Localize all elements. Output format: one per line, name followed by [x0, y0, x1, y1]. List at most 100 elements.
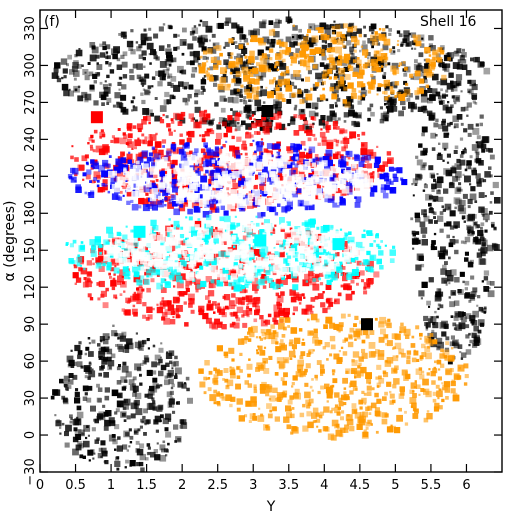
data-point — [73, 427, 78, 432]
data-point — [241, 47, 248, 54]
data-point — [334, 392, 340, 398]
data-point — [325, 284, 332, 290]
data-point — [410, 343, 416, 348]
data-point — [220, 174, 223, 177]
data-point — [486, 280, 491, 285]
data-point — [272, 79, 276, 83]
data-point — [452, 340, 458, 346]
data-point — [97, 187, 104, 193]
data-point — [187, 208, 193, 215]
data-point — [382, 370, 387, 374]
data-point — [216, 124, 221, 129]
data-point — [355, 241, 363, 249]
data-point — [275, 279, 281, 285]
region-orange-upper — [198, 23, 451, 108]
data-point — [250, 134, 254, 138]
data-point — [142, 204, 150, 212]
data-point — [147, 314, 153, 320]
data-point — [272, 158, 282, 167]
data-point — [213, 64, 219, 70]
data-point — [390, 65, 397, 72]
data-point — [250, 396, 257, 403]
data-point — [428, 305, 431, 308]
data-point — [164, 197, 168, 201]
data-point — [141, 50, 147, 56]
data-point — [154, 153, 161, 161]
data-point — [213, 389, 218, 394]
data-point — [450, 269, 457, 276]
data-point — [84, 375, 88, 379]
data-point — [139, 453, 146, 461]
data-point — [107, 267, 111, 270]
data-point — [148, 402, 156, 410]
data-point — [218, 251, 225, 258]
data-point — [359, 270, 365, 276]
data-point — [161, 139, 167, 144]
data-point — [454, 277, 460, 283]
data-point — [212, 301, 217, 306]
data-point — [196, 262, 202, 268]
data-point — [339, 196, 344, 201]
data-point — [284, 50, 290, 56]
data-point — [215, 208, 220, 213]
data-point — [240, 55, 244, 58]
data-point — [121, 386, 126, 391]
data-point — [416, 384, 421, 389]
data-point — [154, 454, 161, 461]
data-point — [452, 342, 456, 346]
data-point — [150, 49, 156, 56]
data-point — [223, 59, 229, 65]
data-point — [253, 28, 260, 36]
data-point — [240, 153, 243, 156]
data-point — [288, 350, 296, 358]
data-point — [155, 132, 158, 136]
data-point — [89, 144, 93, 148]
data-point — [190, 183, 196, 190]
data-point — [441, 52, 444, 55]
data-point — [87, 62, 91, 65]
data-point — [171, 367, 174, 370]
data-point — [170, 224, 174, 228]
data-point — [471, 322, 475, 325]
data-point — [254, 56, 259, 60]
data-point — [382, 334, 389, 340]
data-point — [286, 99, 292, 104]
data-point — [242, 194, 249, 202]
data-point — [443, 147, 447, 151]
data-point — [484, 289, 487, 292]
data-point — [97, 343, 101, 347]
data-point — [152, 151, 160, 159]
data-point — [140, 362, 144, 366]
data-point — [447, 52, 450, 55]
data-point — [419, 337, 422, 340]
data-point — [247, 383, 253, 388]
data-point — [270, 38, 276, 44]
data-point — [267, 251, 272, 256]
data-point — [350, 240, 354, 244]
data-point — [98, 351, 105, 358]
data-point — [273, 21, 280, 29]
data-point — [272, 406, 277, 412]
data-point — [195, 230, 199, 234]
data-point — [393, 346, 396, 350]
data-point — [428, 208, 434, 214]
data-point — [244, 165, 253, 174]
data-point — [234, 150, 241, 156]
data-point — [429, 45, 436, 52]
data-point — [165, 150, 172, 157]
data-point — [158, 45, 165, 51]
data-point — [248, 99, 251, 102]
data-point — [445, 106, 453, 114]
data-point — [90, 147, 94, 151]
data-point — [158, 347, 164, 353]
data-point — [301, 177, 307, 183]
data-point — [327, 68, 333, 74]
data-point — [88, 192, 95, 198]
data-point — [259, 388, 266, 394]
data-point — [367, 278, 374, 284]
data-point — [345, 182, 353, 189]
data-point — [413, 73, 421, 81]
data-point — [164, 427, 169, 432]
data-point — [74, 397, 81, 404]
data-point — [279, 49, 284, 54]
